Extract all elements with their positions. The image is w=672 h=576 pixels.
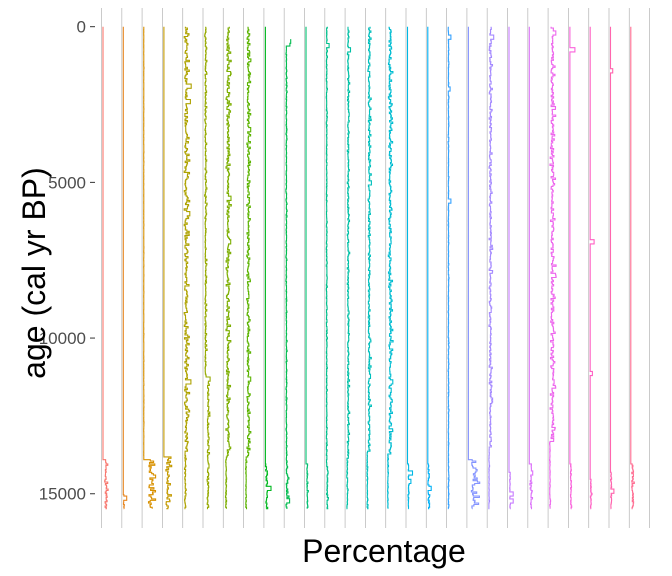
series-profile-17	[427, 26, 432, 510]
series-profile-8	[245, 26, 252, 510]
y-tick-label: 0	[77, 18, 86, 37]
series-profile-9	[264, 26, 272, 510]
series-profile-13	[346, 26, 352, 510]
series-profile-1	[102, 26, 109, 510]
series-profile-3	[143, 26, 157, 509]
series-profile-23	[549, 26, 557, 509]
y-axis: 0 5000 10000 15000	[39, 18, 95, 504]
y-axis-title: age (cal yr BP)	[16, 167, 52, 379]
series-profile-11	[305, 26, 309, 509]
series-profile-10	[285, 39, 292, 510]
series-profile-20	[488, 26, 495, 510]
series-profile-7	[224, 26, 232, 509]
series-profile-22	[528, 26, 534, 510]
series-profile-4	[163, 26, 173, 510]
series-profile-24	[569, 26, 576, 510]
x-axis-title: Percentage	[302, 533, 466, 569]
series-profile-18	[447, 26, 452, 510]
series-profile-15	[387, 26, 394, 509]
series-profile-26	[609, 26, 615, 510]
series-profile-12	[325, 26, 330, 510]
series-profile-16	[406, 26, 414, 510]
series-profile-6	[204, 26, 211, 510]
y-tick-label: 5000	[48, 173, 86, 192]
series-profile-27	[630, 26, 635, 510]
series-profile-5	[183, 26, 192, 510]
strip-separators	[101, 8, 650, 528]
y-tick-label: 15000	[39, 485, 86, 504]
series-profile-2	[122, 26, 128, 510]
series-profile-14	[366, 26, 372, 510]
y-tick-label: 10000	[39, 329, 86, 348]
series-profile-25	[589, 26, 595, 510]
series-profile-19	[467, 26, 481, 510]
series-group	[102, 26, 635, 510]
series-profile-21	[508, 26, 514, 510]
